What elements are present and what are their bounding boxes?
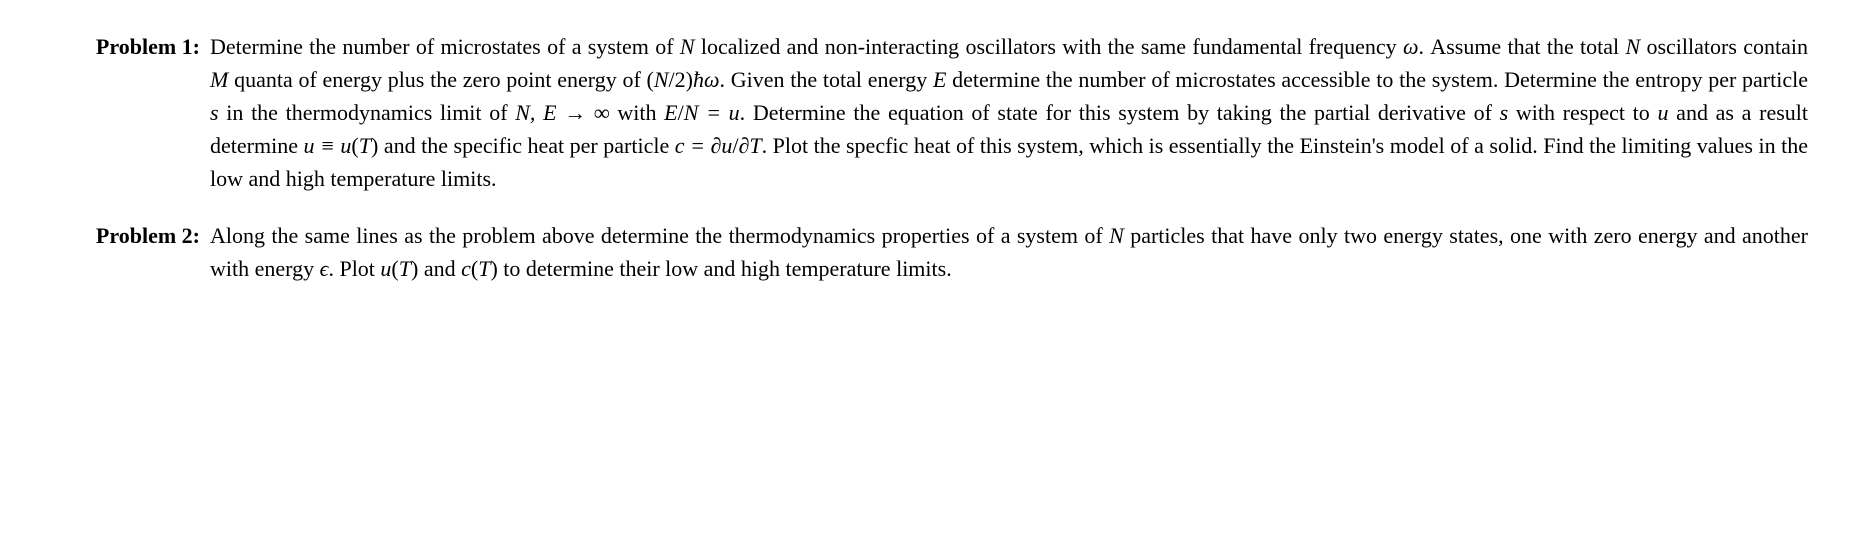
- problem-2: Problem 2: Along the same lines as the p…: [50, 219, 1808, 285]
- problem-2-body: Along the same lines as the problem abov…: [210, 219, 1808, 285]
- problem-1: Problem 1: Determine the number of micro…: [50, 30, 1808, 195]
- problem-1-body: Determine the number of microstates of a…: [210, 30, 1808, 195]
- problem-1-label: Problem 1:: [50, 30, 210, 63]
- problem-2-label: Problem 2:: [50, 219, 210, 252]
